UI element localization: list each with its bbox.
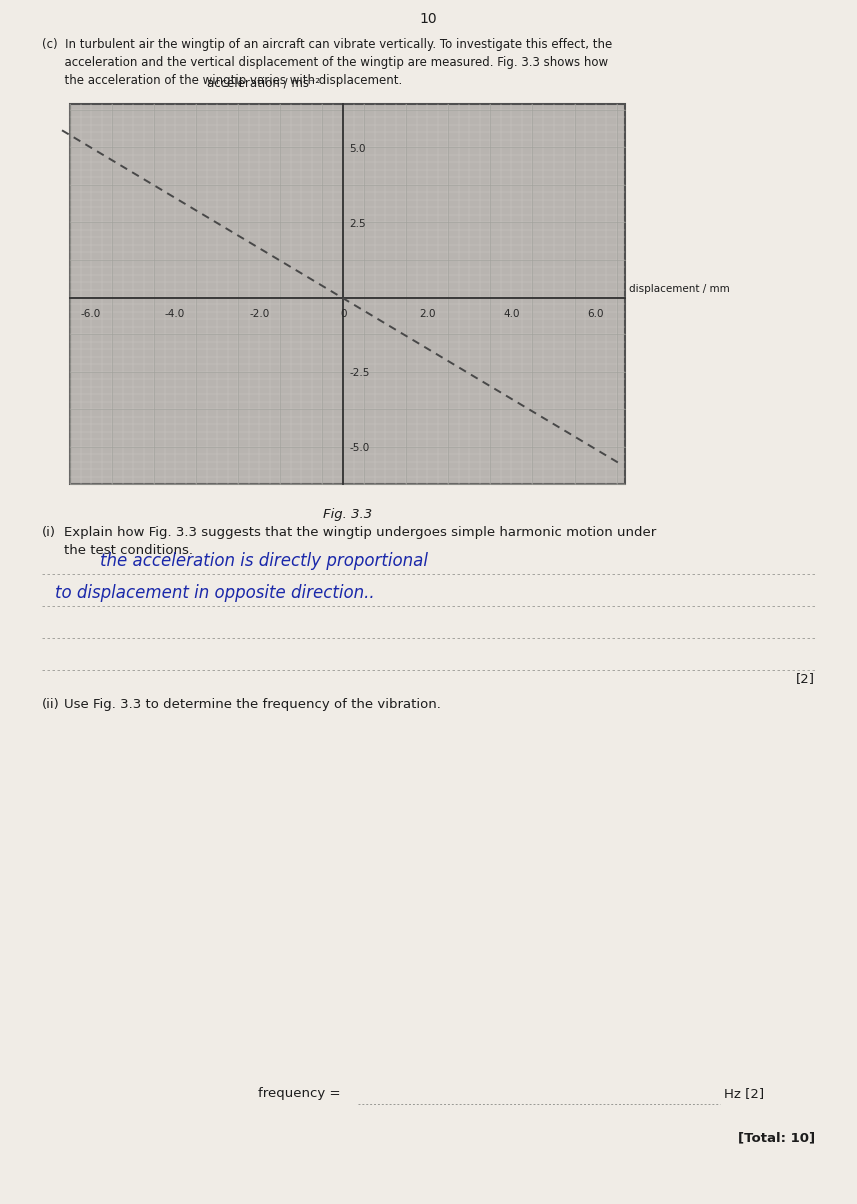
Text: -2.0: -2.0 [249, 309, 269, 319]
Text: the acceleration of the wingtip varies with displacement.: the acceleration of the wingtip varies w… [42, 73, 402, 87]
Text: Fig. 3.3: Fig. 3.3 [323, 508, 372, 521]
Text: the test conditions.: the test conditions. [64, 544, 193, 557]
Text: -4.0: -4.0 [165, 309, 185, 319]
Text: -5.0: -5.0 [350, 443, 369, 453]
Text: Use Fig. 3.3 to determine the frequency of the vibration.: Use Fig. 3.3 to determine the frequency … [64, 698, 440, 712]
Text: to displacement in opposite direction..: to displacement in opposite direction.. [55, 584, 375, 602]
Text: -2.5: -2.5 [350, 368, 369, 378]
Bar [70, 104, 625, 484]
Text: 10: 10 [419, 12, 437, 26]
Text: (ii): (ii) [42, 698, 60, 712]
Text: 4.0: 4.0 [503, 309, 519, 319]
Text: (i): (i) [42, 526, 56, 539]
Text: [Total: 10]: [Total: 10] [738, 1131, 815, 1144]
Text: acceleration and the vertical displacement of the wingtip are measured. Fig. 3.3: acceleration and the vertical displaceme… [42, 57, 608, 69]
Text: displacement / mm: displacement / mm [629, 284, 730, 295]
Text: 5.0: 5.0 [350, 144, 366, 154]
Text: 0: 0 [340, 309, 346, 319]
Text: Explain how Fig. 3.3 suggests that the wingtip undergoes simple harmonic motion : Explain how Fig. 3.3 suggests that the w… [64, 526, 656, 539]
Text: -6.0: -6.0 [81, 309, 101, 319]
Text: Hz [2]: Hz [2] [724, 1087, 764, 1100]
Text: the acceleration is directly proportional: the acceleration is directly proportiona… [100, 551, 428, 569]
Text: frequency =: frequency = [258, 1087, 345, 1100]
Text: 6.0: 6.0 [587, 309, 604, 319]
Text: [2]: [2] [796, 672, 815, 685]
Text: 2.0: 2.0 [419, 309, 435, 319]
Text: acceleration / ms⁻²: acceleration / ms⁻² [207, 76, 320, 89]
Text: 2.5: 2.5 [350, 219, 366, 229]
Text: (c)  In turbulent air the wingtip of an aircraft can vibrate vertically. To inve: (c) In turbulent air the wingtip of an a… [42, 39, 612, 51]
